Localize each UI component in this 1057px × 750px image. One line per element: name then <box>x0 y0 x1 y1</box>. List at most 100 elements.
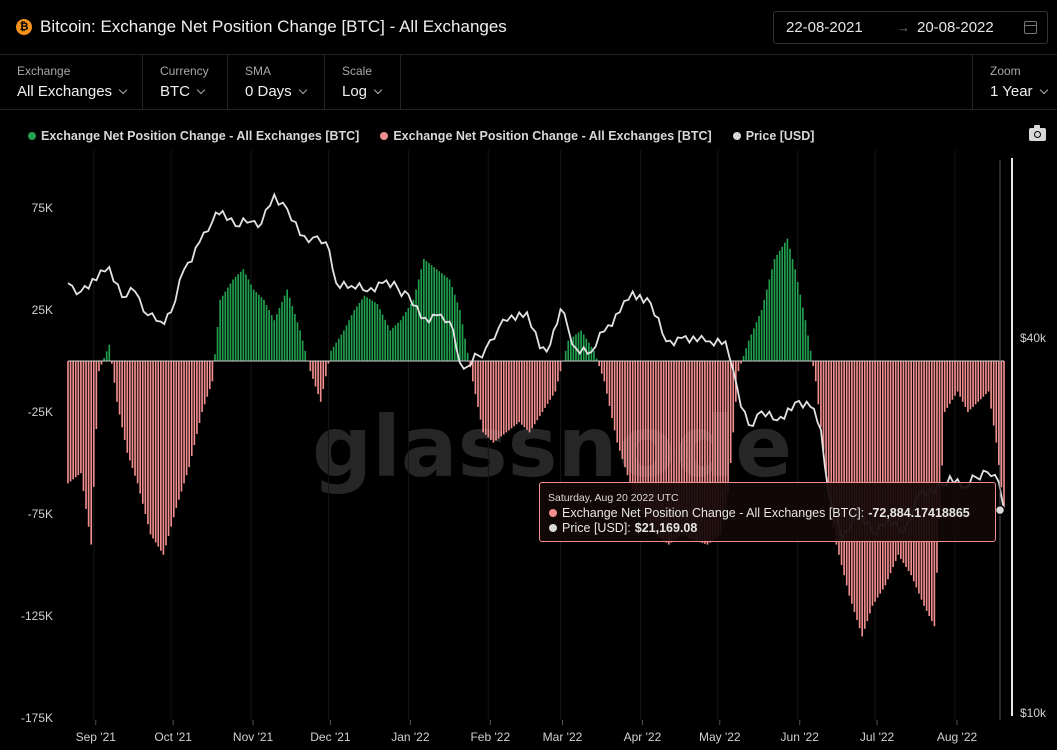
bar-negative <box>479 361 482 420</box>
bar-negative <box>990 361 992 409</box>
bar-negative <box>528 361 531 433</box>
bar-negative <box>190 361 193 457</box>
bar-positive <box>753 328 755 361</box>
bar-negative <box>894 361 897 561</box>
bar-negative <box>1003 361 1005 510</box>
bar-positive <box>430 265 433 361</box>
legend-item-price[interactable]: Price [USD] <box>732 129 814 143</box>
bar-positive <box>368 298 371 361</box>
bar-positive <box>742 355 745 361</box>
bar-positive <box>245 274 247 361</box>
scale-dropdown[interactable]: Scale Log <box>325 55 401 109</box>
bar-negative <box>910 361 912 576</box>
bar-negative <box>949 361 951 404</box>
bar-negative <box>706 361 709 545</box>
bar-negative <box>95 361 98 429</box>
bar-negative <box>912 361 915 582</box>
bar-negative <box>603 361 606 382</box>
bar-positive <box>371 300 374 361</box>
bar-negative <box>724 361 727 508</box>
bar-negative <box>845 361 848 586</box>
bar-negative <box>533 361 536 425</box>
legend-item-inflow-positive[interactable]: Exchange Net Position Change - All Excha… <box>28 129 359 143</box>
bar-negative <box>907 361 910 572</box>
bar-negative <box>683 361 686 536</box>
bar-negative <box>660 361 662 539</box>
bar-negative <box>740 361 742 364</box>
scale-value[interactable]: Log <box>342 83 383 100</box>
calendar-icon[interactable] <box>1024 21 1037 34</box>
bar-negative <box>900 361 902 559</box>
bar-negative <box>964 361 967 407</box>
bar-positive <box>771 269 773 361</box>
bar-negative <box>946 361 949 408</box>
date-to-input[interactable]: 20-08-2022 <box>917 19 994 36</box>
exchange-dropdown[interactable]: Exchange All Exchanges <box>0 55 143 109</box>
bar-positive <box>389 330 392 361</box>
bar-positive <box>283 295 286 361</box>
bar-negative <box>180 361 183 492</box>
bar-positive <box>353 310 356 361</box>
camera-icon[interactable] <box>1029 125 1046 141</box>
bar-positive <box>750 334 753 361</box>
bar-negative <box>606 361 608 394</box>
bar-negative <box>136 361 139 484</box>
currency-value[interactable]: BTC <box>160 83 206 100</box>
controls-bar: Exchange All Exchanges Currency BTC SMA … <box>0 55 1057 110</box>
bar-negative <box>160 361 162 551</box>
bar-negative <box>961 361 964 402</box>
bar-negative <box>941 361 943 466</box>
bar-positive <box>794 269 796 361</box>
bar-positive <box>443 275 446 361</box>
bar-positive <box>363 295 366 361</box>
bar-negative <box>631 361 634 490</box>
bar-negative <box>722 361 724 521</box>
bar-positive <box>237 274 240 361</box>
bar-negative <box>196 361 198 435</box>
bar-negative <box>915 361 918 588</box>
tooltip-row-netposition: Exchange Net Position Change - All Excha… <box>549 506 970 520</box>
x-tick-label: Sep '21 <box>76 730 117 744</box>
bar-positive <box>394 325 397 361</box>
bar-positive <box>345 325 348 361</box>
date-range-picker[interactable]: 22-08-2021 → 20-08-2022 <box>773 11 1048 44</box>
currency-label: Currency <box>160 64 209 78</box>
bar-negative <box>518 361 521 423</box>
bar-negative <box>87 361 90 527</box>
exchange-label: Exchange <box>17 64 71 78</box>
bar-positive <box>384 319 386 361</box>
zoom-dropdown[interactable]: Zoom 1 Year <box>972 55 1057 109</box>
bar-positive <box>291 305 294 361</box>
bar-positive <box>453 294 456 361</box>
y-tick-label: -75K <box>28 507 53 521</box>
bar-positive <box>221 295 224 361</box>
bar-negative <box>165 361 167 546</box>
zoom-value[interactable]: 1 Year <box>990 83 1048 100</box>
bar-positive <box>358 302 361 361</box>
bar-positive <box>335 342 337 361</box>
bar-positive <box>392 327 394 361</box>
currency-dropdown[interactable]: Currency BTC <box>143 55 228 109</box>
bar-positive <box>288 297 291 361</box>
bar-positive <box>804 320 807 361</box>
bar-positive <box>278 307 281 361</box>
bar-positive <box>348 320 350 361</box>
sma-value[interactable]: 0 Days <box>245 83 307 100</box>
arrow-right-icon: → <box>897 20 910 35</box>
legend-item-outflow-negative[interactable]: Exchange Net Position Change - All Excha… <box>380 129 712 143</box>
bar-negative <box>92 361 95 487</box>
bar-positive <box>464 338 466 361</box>
bar-negative <box>600 361 603 374</box>
legend-dot-green <box>28 132 36 140</box>
bar-negative <box>170 361 172 527</box>
legend-dot-white <box>732 132 741 140</box>
date-from-input[interactable]: 22-08-2021 <box>786 19 863 36</box>
exchange-value[interactable]: All Exchanges <box>17 83 128 100</box>
bar-negative <box>652 361 655 531</box>
bar-positive <box>802 307 804 361</box>
sma-dropdown[interactable]: SMA 0 Days <box>228 55 325 109</box>
bar-positive <box>399 320 402 361</box>
bar-negative <box>892 361 894 568</box>
chart-legend: Exchange Net Position Change - All Excha… <box>28 129 835 143</box>
